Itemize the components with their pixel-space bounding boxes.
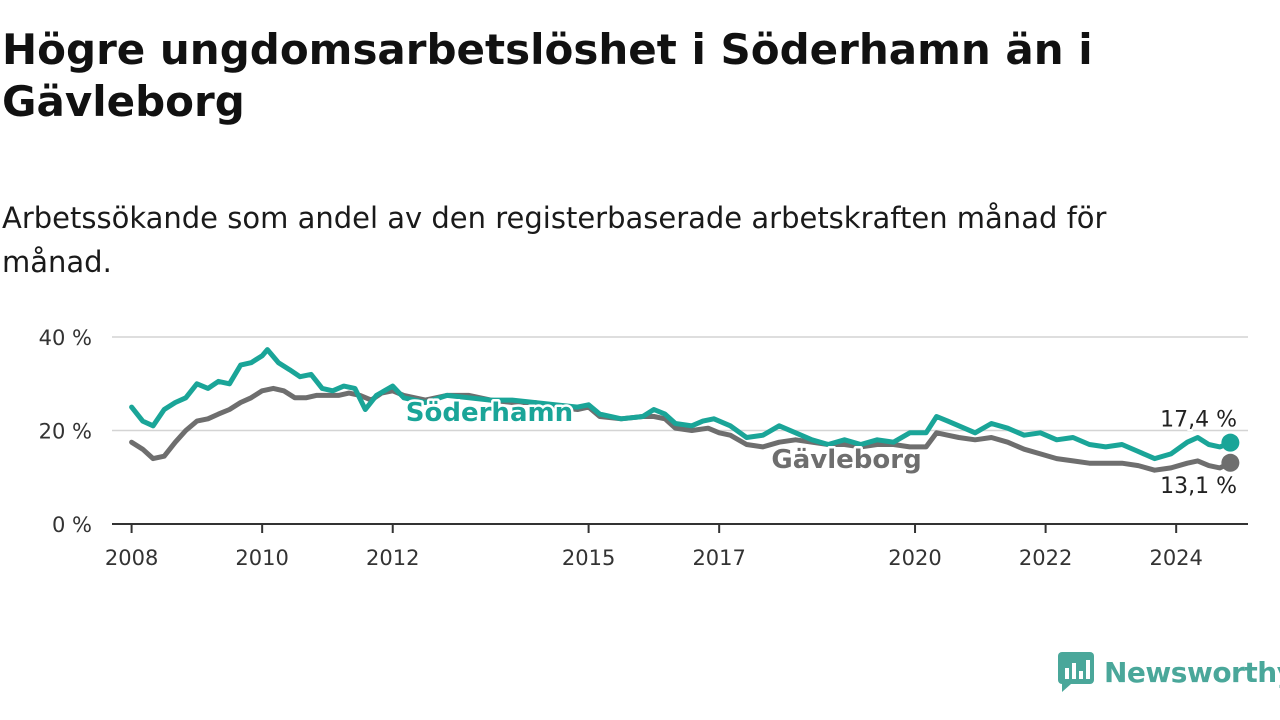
line-chart: 0 % 20 % 40 % 2008 2010 2012 2015 2017 2020 2022… (39, 326, 1248, 570)
x-tick-label: 2010 (235, 546, 288, 570)
x-tick-label: 2022 (1019, 546, 1072, 570)
end-value-label-gavleborg: 13,1 % (1160, 474, 1237, 499)
series-end-point-0 (1221, 433, 1240, 452)
series-label-gavleborg: Gävleborg (771, 445, 921, 475)
brand-name: Newsworthy (1104, 655, 1280, 689)
series-labels: Söderhamn Gävleborg 17,4 % 13,1 % (403, 396, 1239, 501)
y-tick-label: 20 % (39, 420, 92, 444)
x-tick-label: 2015 (562, 546, 615, 570)
y-tick-label: 40 % (39, 326, 92, 350)
y-axis-labels: 0 % 20 % 40 % (39, 326, 92, 537)
x-tick-label: 2020 (888, 546, 941, 570)
chart-subtitle: Arbetssökande som andel av den registerb… (2, 201, 1107, 279)
x-tick-label: 2012 (366, 546, 419, 570)
x-axis: 2008 2010 2012 2015 2017 2020 2022 2024 (105, 523, 1248, 570)
newsworthy-logo-icon (1058, 652, 1094, 692)
x-tick-label: 2024 (1149, 546, 1202, 570)
chart-title: Högre ungdomsarbetslöshet i Söderhamn än… (2, 25, 1093, 126)
newsworthy-brand: Newsworthy (1058, 652, 1280, 692)
x-tick-label: 2008 (105, 546, 158, 570)
series-line-1 (129, 385, 1233, 473)
grid-lines (112, 336, 1248, 432)
y-tick-label: 0 % (52, 513, 92, 537)
x-tick-label: 2017 (692, 546, 745, 570)
series-line-0 (129, 347, 1233, 462)
series-label-soderhamn: Söderhamn (406, 398, 573, 428)
series-lines (129, 347, 1240, 473)
end-value-label-soderhamn: 17,4 % (1160, 408, 1237, 433)
series-end-point-1 (1221, 453, 1240, 472)
